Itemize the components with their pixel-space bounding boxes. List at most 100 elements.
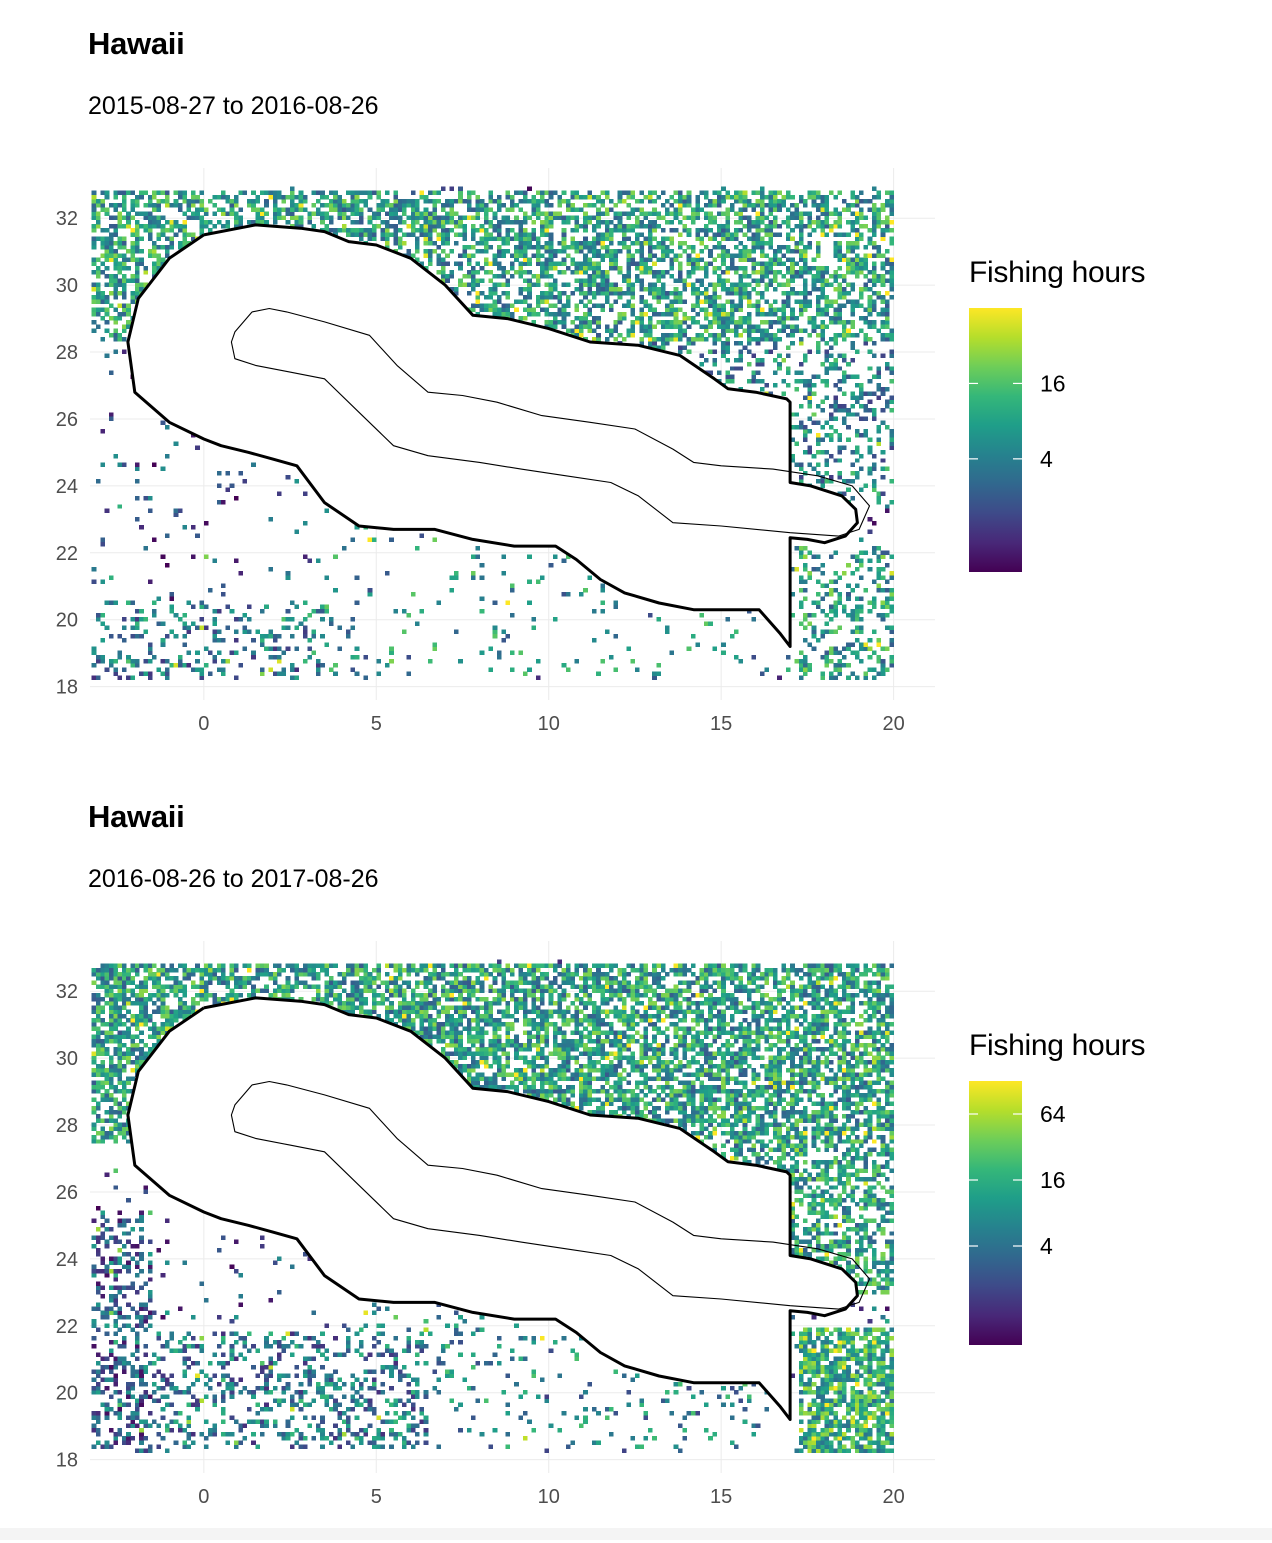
heat-cell [669,262,674,266]
heat-cell [881,299,886,303]
heat-cell [135,1273,140,1277]
heat-cell [139,989,144,993]
heat-cell [419,232,424,236]
heat-cell [725,195,730,199]
heat-cell [307,216,312,220]
heat-cell [230,989,235,993]
heat-cell [855,605,860,609]
heat-cell [717,228,722,232]
heat-cell [648,341,653,345]
heat-cell [169,1018,174,1022]
heat-cell [256,216,261,220]
heat-cell [122,1344,127,1348]
heat-cell [139,224,144,228]
heat-cell [846,245,851,249]
heat-cell [652,295,657,299]
heat-cell [100,1093,105,1097]
heat-cell [523,299,528,303]
heat-cell [794,216,799,220]
heat-cell [510,588,515,592]
heat-cell [721,245,726,249]
heat-cell [829,345,834,349]
heat-cell [639,220,644,224]
heat-cell [135,1323,140,1327]
heat-cell [519,207,524,211]
heat-cell [113,1235,118,1239]
heat-cell [100,1031,105,1035]
heat-cell [540,262,545,266]
heat-cell [105,253,110,257]
heat-cell [790,316,795,320]
heat-cell [243,646,248,650]
heat-cell [320,605,325,609]
heat-cell [135,195,140,199]
heat-cell [247,1390,252,1394]
heat-cell [96,308,101,312]
heat-cell [756,337,761,341]
heat-cell [139,1227,144,1231]
heat-cell [484,237,489,241]
heat-cell [851,283,856,287]
heat-cell [329,617,334,621]
heat-cell [230,993,235,997]
heat-cell [851,358,856,362]
heat-cell [113,1261,118,1265]
heat-cell [613,258,618,262]
heat-cell [713,337,718,341]
heat-cell [497,249,502,253]
heat-cell [445,212,450,216]
heat-cell [825,471,830,475]
heat-cell [717,312,722,316]
heat-cell [148,1261,153,1265]
heat-cell [225,488,230,492]
heat-cell [557,312,562,316]
heat-cell [738,366,743,370]
heat-cell [868,237,873,241]
heat-cell [829,425,834,429]
heat-cell [126,600,131,604]
heat-cell [118,1106,123,1110]
heat-cell [605,291,610,295]
heat-cell [398,216,403,220]
heat-cell [855,471,860,475]
heat-cell [195,985,200,989]
heat-cell [889,350,894,354]
heat-cell [100,1039,105,1043]
heat-cell [851,249,856,253]
heat-cell [156,258,161,262]
heat-cell [109,1014,114,1018]
heat-cell [622,337,627,341]
heat-cell [626,216,631,220]
heat-cell [118,1390,123,1394]
heat-cell [105,1445,110,1449]
heat-cell [105,308,110,312]
heat-cell [109,997,114,1001]
heat-cell [105,299,110,303]
heat-cell [152,253,157,257]
heat-cell [855,396,860,400]
heat-cell [415,199,420,203]
heat-cell [777,258,782,262]
heat-cell [786,270,791,274]
heat-cell [251,651,256,655]
heat-cell [96,1240,101,1244]
heat-cell [156,224,161,228]
heat-cell [126,308,131,312]
heat-cell [118,1102,123,1106]
heat-cell [734,287,739,291]
heat-cell [238,207,243,211]
heat-cell [764,203,769,207]
heat-cell [626,203,631,207]
heat-cell [148,968,153,972]
heat-cell [885,400,890,404]
heat-cell [131,1415,136,1419]
heat-cell [260,642,265,646]
heat-cell [126,1361,131,1365]
heat-cell [872,291,877,295]
heat-cell [96,1081,101,1085]
heat-cell [113,1440,118,1444]
heat-cell [169,1348,174,1352]
heat-cell [756,379,761,383]
heat-cell [493,287,498,291]
heat-cell [273,191,278,195]
